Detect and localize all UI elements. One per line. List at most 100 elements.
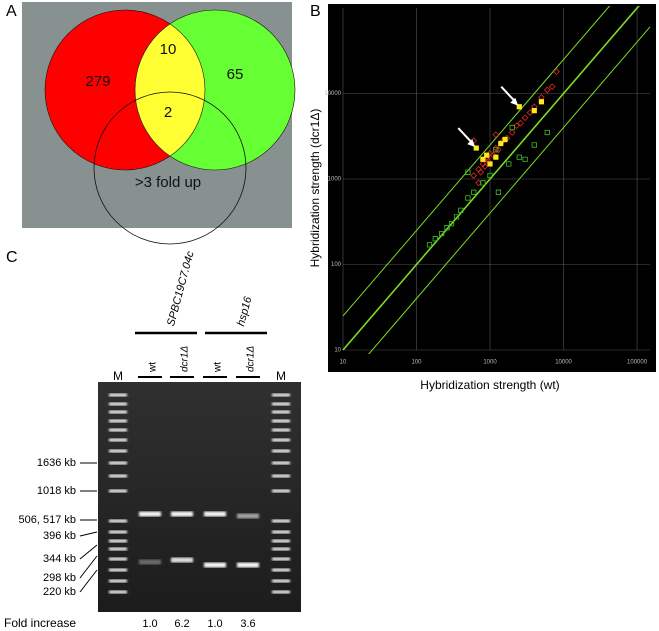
ladder-band [272, 590, 290, 594]
fold-label: Fold increase [4, 616, 76, 630]
gene-label: SPBC19C7.04c [165, 250, 197, 328]
ladder-band [272, 449, 290, 453]
venn-label: >3 fold up [135, 174, 201, 191]
size-tick [79, 569, 98, 593]
gel-image [98, 382, 301, 612]
y-tick-label: 10 [334, 348, 341, 354]
ladder-band [109, 579, 127, 583]
plot-background [328, 4, 656, 372]
ladder-band [272, 557, 290, 561]
ladder-band [272, 474, 290, 478]
ladder-band [109, 402, 127, 406]
data-point [493, 154, 499, 160]
size-label: 1636 kb [37, 457, 76, 469]
data-point [498, 140, 504, 147]
lane-label: M [113, 369, 123, 383]
ladder-band [109, 449, 127, 453]
x-tick-label: 100 [412, 360, 423, 366]
data-point [492, 131, 500, 139]
ladder-band [109, 557, 127, 561]
data-point [479, 160, 487, 168]
size-label: 220 kb [43, 586, 76, 598]
data-point [484, 152, 490, 158]
gel-band [237, 513, 259, 519]
ladder-band [109, 539, 127, 543]
venn-count: 279 [85, 73, 110, 90]
lane-label: M [276, 369, 286, 383]
ladder-band [109, 438, 127, 442]
y-tick-label: 100 [331, 262, 342, 268]
ladder-band [109, 547, 127, 551]
x-tick-label: 100000 [627, 360, 648, 366]
ladder-band [109, 428, 127, 432]
data-point [480, 156, 486, 162]
panel-label: B [310, 3, 321, 20]
ladder-band [109, 419, 127, 423]
gel-band [204, 511, 226, 517]
guide-line [342, 6, 611, 317]
data-point [516, 154, 522, 160]
size-label: 396 kb [43, 530, 76, 542]
y-axis-label: Hybridization strength (dcr1Δ) [308, 109, 322, 268]
scatter-plot: 10 100 1000 10000 100000 10 100 1000 10000 [324, 6, 651, 366]
venn-count: 2 [164, 104, 172, 121]
data-point [495, 146, 502, 154]
ladder-band [272, 402, 290, 406]
ladder-band [272, 428, 290, 432]
data-point [470, 172, 478, 179]
fold-value: 3.6 [240, 618, 255, 630]
data-point [465, 195, 471, 201]
data-point [538, 99, 545, 105]
venn-outline [44, 9, 206, 171]
data-point [432, 236, 438, 242]
venn-outline [93, 91, 247, 245]
data-point [531, 142, 537, 148]
data-point [543, 86, 551, 94]
venn-overlap [135, 10, 205, 170]
fold-value: 6.2 [174, 618, 189, 630]
data-point [508, 129, 516, 136]
ladder-band [109, 393, 127, 397]
lane-label: wt [148, 362, 159, 373]
ladder-band [272, 547, 290, 551]
points [426, 68, 560, 248]
size-tick [79, 555, 98, 579]
data-point [480, 180, 486, 186]
ladder-band [109, 461, 127, 465]
guide-line [368, 26, 651, 354]
venn-count: 65 [227, 66, 244, 83]
data-point [531, 108, 537, 114]
panel-label: A [6, 3, 17, 20]
gel-band [171, 511, 193, 517]
gene-label: hsp16 [235, 295, 255, 328]
gel-band [171, 557, 193, 563]
x-axis-label: Hybridization strength (wt) [420, 378, 559, 392]
ladder-band [109, 474, 127, 478]
ladder-band [272, 519, 290, 523]
fold-value: 1.0 [142, 618, 157, 630]
venn-count: 10 [160, 41, 177, 58]
x-tick-label: 10 [340, 360, 347, 366]
ladder-band [272, 393, 290, 397]
data-point [517, 119, 524, 127]
data-point [465, 169, 471, 175]
data-point [471, 189, 477, 195]
arrow-head [510, 97, 519, 106]
data-point [544, 129, 550, 136]
data-point [448, 221, 455, 227]
ladder-band [272, 419, 290, 423]
data-point [521, 114, 529, 122]
y-tick-label: 1000 [328, 177, 342, 183]
ladder-band [109, 410, 127, 414]
data-point [489, 151, 497, 159]
x-tick-label: 10000 [555, 360, 572, 366]
ladder-band [272, 530, 290, 534]
data-point [506, 161, 512, 167]
guide-lines [342, 6, 651, 354]
gel-band [139, 511, 161, 517]
data-point [486, 149, 494, 157]
data-point [477, 168, 485, 176]
data-point [487, 161, 493, 167]
arrow-head [467, 139, 476, 148]
